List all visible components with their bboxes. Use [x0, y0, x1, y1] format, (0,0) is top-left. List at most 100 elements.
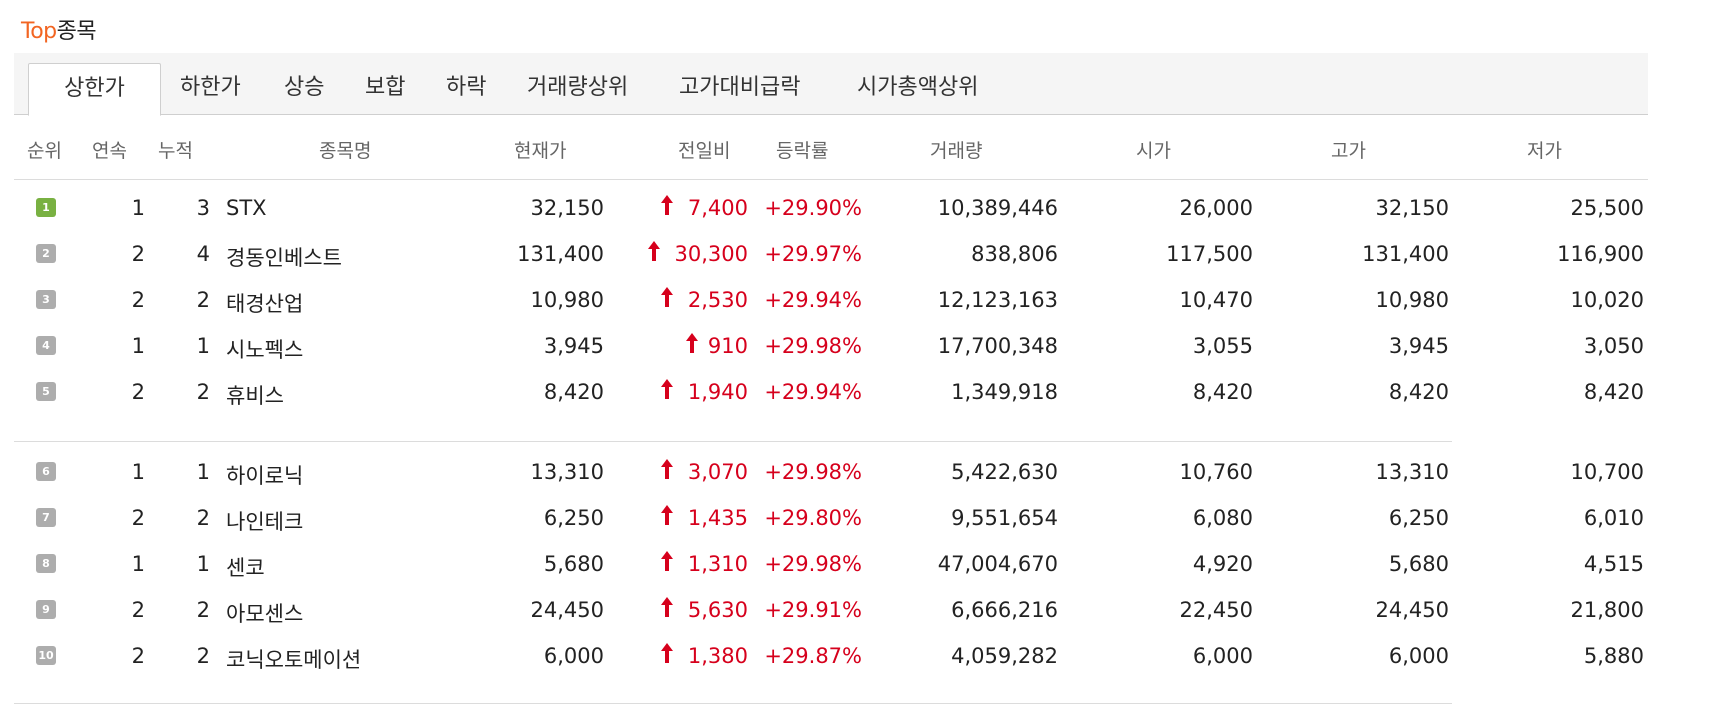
- tab-lower-limit[interactable]: 하한가: [180, 75, 241, 100]
- row-change: 5,630: [687, 598, 748, 622]
- row-total: 1: [196, 334, 210, 358]
- tab-fall[interactable]: 하락: [446, 75, 487, 100]
- stock-name-link[interactable]: 센코: [226, 556, 265, 580]
- row-open: 6,080: [1192, 506, 1253, 530]
- row-high: 13,310: [1375, 460, 1449, 484]
- up-arrow-icon: [685, 333, 698, 353]
- rank-badge-icon: 4: [36, 336, 56, 355]
- row-volume: 6,666,216: [951, 598, 1058, 622]
- row-open: 26,000: [1179, 196, 1253, 220]
- header-rank: 순위: [27, 140, 62, 162]
- row-streak: 1: [131, 196, 145, 220]
- row-change: 7,400: [687, 196, 748, 220]
- row-price: 5,680: [543, 552, 604, 576]
- tab-market-cap[interactable]: 시가총액상위: [857, 75, 979, 100]
- row-open: 10,470: [1179, 288, 1253, 312]
- tab-rise[interactable]: 상승: [284, 75, 325, 100]
- row-rate: +29.87%: [764, 644, 862, 668]
- stock-name-link[interactable]: 경동인베스트: [226, 246, 342, 270]
- row-total: 2: [196, 644, 210, 668]
- up-arrow-icon: [660, 597, 673, 617]
- stock-name-link[interactable]: 아모센스: [226, 602, 304, 626]
- header-high: 고가: [1331, 140, 1366, 162]
- rank-badge-icon: 8: [36, 554, 56, 573]
- tab-flat[interactable]: 보합: [365, 75, 406, 100]
- row-open: 10,760: [1179, 460, 1253, 484]
- header-total: 누적: [158, 140, 193, 162]
- stock-name-link[interactable]: 휴비스: [226, 384, 284, 408]
- row-rate: +29.94%: [764, 380, 862, 404]
- up-arrow-icon: [660, 505, 673, 525]
- row-low: 4,515: [1583, 552, 1644, 576]
- row-high: 24,450: [1375, 598, 1449, 622]
- row-streak: 2: [131, 288, 145, 312]
- row-price: 32,150: [530, 196, 604, 220]
- row-price: 10,980: [530, 288, 604, 312]
- row-rate: +29.91%: [764, 598, 862, 622]
- tab-drop-from-high[interactable]: 고가대비급락: [679, 75, 801, 100]
- row-volume: 10,389,446: [937, 196, 1058, 220]
- row-volume: 9,551,654: [951, 506, 1058, 530]
- row-total: 2: [196, 380, 210, 404]
- row-streak: 2: [131, 506, 145, 530]
- row-change: 1,940: [687, 380, 748, 404]
- row-open: 22,450: [1179, 598, 1253, 622]
- row-rate: +29.97%: [764, 242, 862, 266]
- rank-badge-icon: 9: [36, 600, 56, 619]
- stock-name-link[interactable]: 태경산업: [226, 292, 304, 316]
- header-stock-name: 종목명: [319, 140, 372, 162]
- stock-name-link[interactable]: STX: [226, 196, 267, 220]
- row-volume: 5,422,630: [951, 460, 1058, 484]
- row-rate: +29.98%: [764, 552, 862, 576]
- row-open: 8,420: [1192, 380, 1253, 404]
- row-low: 3,050: [1583, 334, 1644, 358]
- row-total: 3: [196, 196, 210, 220]
- up-arrow-icon: [660, 551, 673, 571]
- row-rate: +29.94%: [764, 288, 862, 312]
- header-divider: [14, 179, 1648, 180]
- stock-name-link[interactable]: 하이로닉: [226, 464, 304, 488]
- header-price: 현재가: [514, 140, 567, 162]
- stock-name-link[interactable]: 나인테크: [226, 510, 304, 534]
- row-high: 3,945: [1388, 334, 1449, 358]
- row-high: 131,400: [1362, 242, 1449, 266]
- rank-badge-icon: 6: [36, 462, 56, 481]
- row-streak: 1: [131, 334, 145, 358]
- row-total: 2: [196, 598, 210, 622]
- row-volume: 838,806: [971, 242, 1058, 266]
- row-total: 2: [196, 288, 210, 312]
- table-bottom-divider: [14, 703, 1452, 704]
- row-rate: +29.98%: [764, 460, 862, 484]
- header-volume: 거래량: [930, 140, 983, 162]
- row-streak: 2: [131, 644, 145, 668]
- up-arrow-icon: [660, 379, 673, 399]
- tab-top-volume[interactable]: 거래량상위: [527, 75, 629, 100]
- row-low: 10,700: [1570, 460, 1644, 484]
- row-high: 10,980: [1375, 288, 1449, 312]
- title-accent: Top: [21, 19, 57, 44]
- row-volume: 47,004,670: [937, 552, 1058, 576]
- up-arrow-icon: [660, 459, 673, 479]
- row-rate: +29.90%: [764, 196, 862, 220]
- row-rate: +29.80%: [764, 506, 862, 530]
- row-low: 10,020: [1570, 288, 1644, 312]
- row-change: 1,380: [687, 644, 748, 668]
- row-rate: +29.98%: [764, 334, 862, 358]
- rank-badge-icon: 2: [36, 244, 56, 263]
- up-arrow-icon: [660, 195, 673, 215]
- row-streak: 2: [131, 380, 145, 404]
- row-price: 24,450: [530, 598, 604, 622]
- row-change: 1,435: [687, 506, 748, 530]
- row-price: 6,250: [543, 506, 604, 530]
- tab-upper-limit[interactable]: 상한가: [28, 63, 161, 116]
- rank-badge-icon: 1: [36, 198, 56, 217]
- stock-name-link[interactable]: 시노펙스: [226, 338, 304, 362]
- row-total: 2: [196, 506, 210, 530]
- row-open: 6,000: [1192, 644, 1253, 668]
- row-high: 32,150: [1375, 196, 1449, 220]
- stock-name-link[interactable]: 코닉오토메이션: [226, 648, 362, 672]
- row-high: 5,680: [1388, 552, 1449, 576]
- row-streak: 1: [131, 552, 145, 576]
- header-low: 저가: [1527, 140, 1562, 162]
- row-high: 6,000: [1388, 644, 1449, 668]
